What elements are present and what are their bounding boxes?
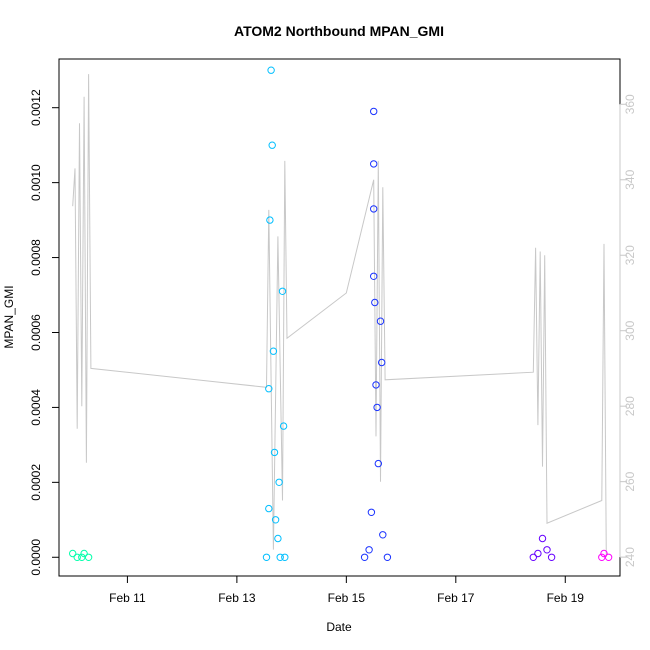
data-point [371,298,379,307]
series-4 [529,534,556,561]
series-3 [360,107,392,561]
secondary-line [72,74,607,558]
data-point [281,553,289,561]
y-tick-label: 0.0008 [29,239,43,276]
data-point [604,553,613,561]
data-point [269,347,278,355]
y-tick-label: 0.0010 [29,164,43,201]
data-point [370,160,378,168]
data-point [266,216,274,224]
data-point [271,516,280,524]
y-axis: 0.0000 0.0002 0.0004 0.0006 0.0008 0.0010 0.00… [29,89,60,576]
y-tick-label: 0.0002 [29,464,43,501]
data-point [268,141,276,149]
data-point [383,553,392,561]
data-point [265,504,273,513]
data-point [370,205,378,213]
data-point [270,448,279,457]
y2-tick-label: 260 [623,471,637,491]
x-tick-label: Feb 15 [328,591,366,605]
data-point [376,317,385,325]
data-point [360,553,369,561]
secondary-line-layer [72,74,607,558]
series-1 [69,549,93,561]
data-point [267,66,275,74]
data-point [547,553,556,561]
data-point [365,546,373,554]
chart-title: ATOM2 Northbound MPAN_GMI [234,23,444,39]
data-point [278,287,287,295]
data-point [274,534,282,543]
x-axis: Feb 11 Feb 13 Feb 15 Feb 17 Feb 19 [109,575,585,605]
data-point [279,422,288,430]
y-tick-label: 0.0006 [29,314,43,351]
data-point [373,403,381,412]
data-point [372,381,380,389]
data-point [543,546,551,554]
series-5 [598,549,613,561]
plot-frame [58,58,621,577]
data-point [276,553,284,561]
x-axis-label: Date [326,620,352,634]
data-point [374,459,382,468]
y-tick-label: 0.0012 [29,89,43,126]
y-tick-label: 0.0004 [29,389,43,426]
data-point [367,508,376,516]
y2-tick-label: 340 [623,169,637,189]
y2-tick-label: 240 [623,547,637,567]
data-point [262,553,271,561]
data-point [529,553,537,561]
data-point [84,553,93,561]
y-axis-label: MPAN_GMI [2,285,16,348]
data-point [534,549,542,558]
x-tick-label: Feb 13 [218,591,256,605]
y-tick-label: 0.0000 [29,539,43,576]
data-point [80,549,88,558]
data-point [73,553,81,561]
y2-axis: 240 260 280 300 320 340 360 [619,94,637,567]
y2-tick-label: 320 [623,245,637,265]
data-point [378,358,386,367]
data-point [265,385,273,393]
x-tick-label: Feb 19 [547,591,585,605]
y2-tick-label: 280 [623,396,637,416]
data-point [538,534,547,543]
data-point [370,272,378,280]
x-tick-label: Feb 17 [437,591,475,605]
data-point [598,553,606,561]
data-point [370,107,378,116]
data-point [69,549,77,558]
data-point [379,531,387,539]
y2-tick-label: 360 [623,94,637,114]
points-layer [69,66,613,561]
series-2 [262,66,289,561]
y2-tick-label: 300 [623,320,637,340]
data-point [275,478,283,486]
data-point [600,549,608,558]
x-tick-label: Feb 11 [109,591,146,605]
